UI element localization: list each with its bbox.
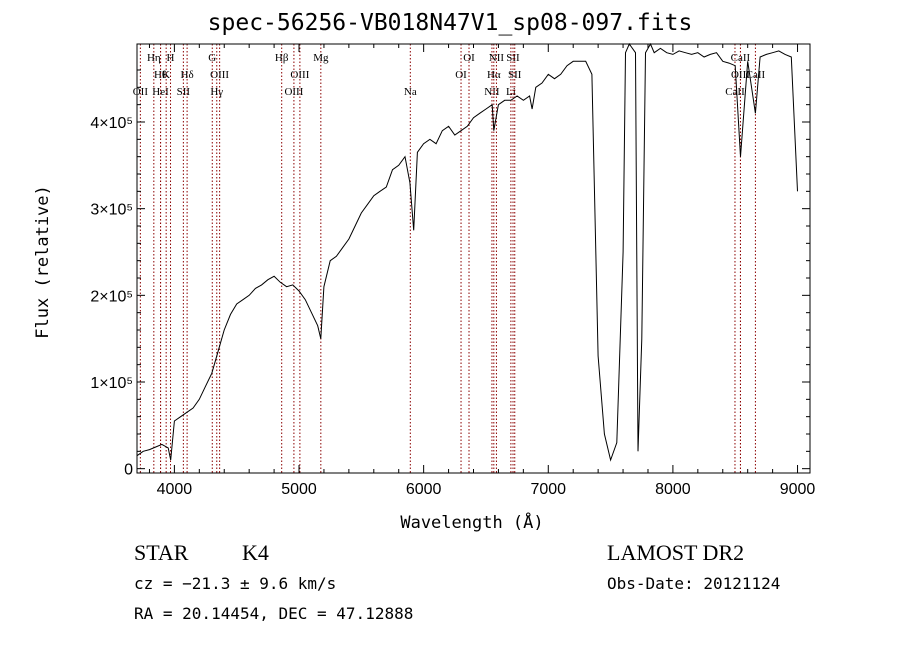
x-tick-label-3: 7000 [530,481,566,498]
chart-title: spec-56256-VB018N47V1_sp08-097.fits [207,10,693,36]
redshift-value: cz = −21.3 ± 9.6 km/s [134,574,337,593]
line-label-2: Hθ [154,69,167,81]
line-label-8: G [208,52,216,64]
line-label-5: H [167,52,175,64]
line-label-4: K [162,69,170,81]
x-tick-label-4: 8000 [655,481,691,498]
line-label-6: SII [177,86,191,98]
line-label-18: NII [484,86,500,98]
y-tick-label-0: 0 [124,462,133,479]
y-tick-label-2: 2×10⁵ [90,288,133,305]
spectral-subclass: K4 [242,540,269,565]
line-label-16: OI [455,69,467,81]
plot-frame [136,43,811,474]
line-label-9: Hγ [210,86,223,98]
line-label-17: OI [463,52,475,64]
survey-name: LAMOST DR2 [607,540,745,565]
x-tick-label-0: 4000 [157,481,193,498]
y-tick-label-4: 4×10⁵ [90,115,133,132]
line-label-22: SII [506,52,520,64]
y-tick-label-1: 1×10⁵ [90,375,133,392]
y-tick-label-3: 3×10⁵ [90,202,133,219]
line-label-23: SII [508,69,522,81]
line-label-20: NII [489,52,505,64]
line-label-10: OIII [210,69,229,81]
line-label-19: Hα [487,69,501,81]
spectral-line-markers: OIIHηHθHeIKHSIIHδGHγOIIIHβOIIIOIIIMgNaOI… [133,44,766,473]
line-label-3: HeI [152,86,169,98]
x-tick-label-1: 5000 [281,481,317,498]
spectrum-line [136,42,798,462]
y-axis-label: Flux (relative) [33,185,53,339]
line-label-1: Hη [147,52,161,64]
observation-date: Obs-Date: 20121124 [607,574,781,593]
line-label-13: OIII [290,69,309,81]
axis-ticks: 4000 5000 6000 7000 8000 9000 0 1×10⁵ 2×10⁵ 3×10⁵… [90,44,815,498]
line-label-11: Hβ [275,52,289,64]
object-class: STAR [134,540,189,565]
line-label-15: Na [404,86,417,98]
x-tick-label-5: 9000 [780,481,816,498]
line-label-14: Mg [313,52,329,64]
line-label-7: Hδ [181,69,194,81]
coordinates: RA = 20.14454, DEC = 47.12888 [134,604,414,623]
line-label-21: Li [506,86,516,98]
x-axis-label: Wavelength (Å) [400,511,543,533]
line-label-24: CaII [725,86,745,98]
x-tick-label-2: 6000 [406,481,442,498]
line-label-12: OIII [284,86,303,98]
